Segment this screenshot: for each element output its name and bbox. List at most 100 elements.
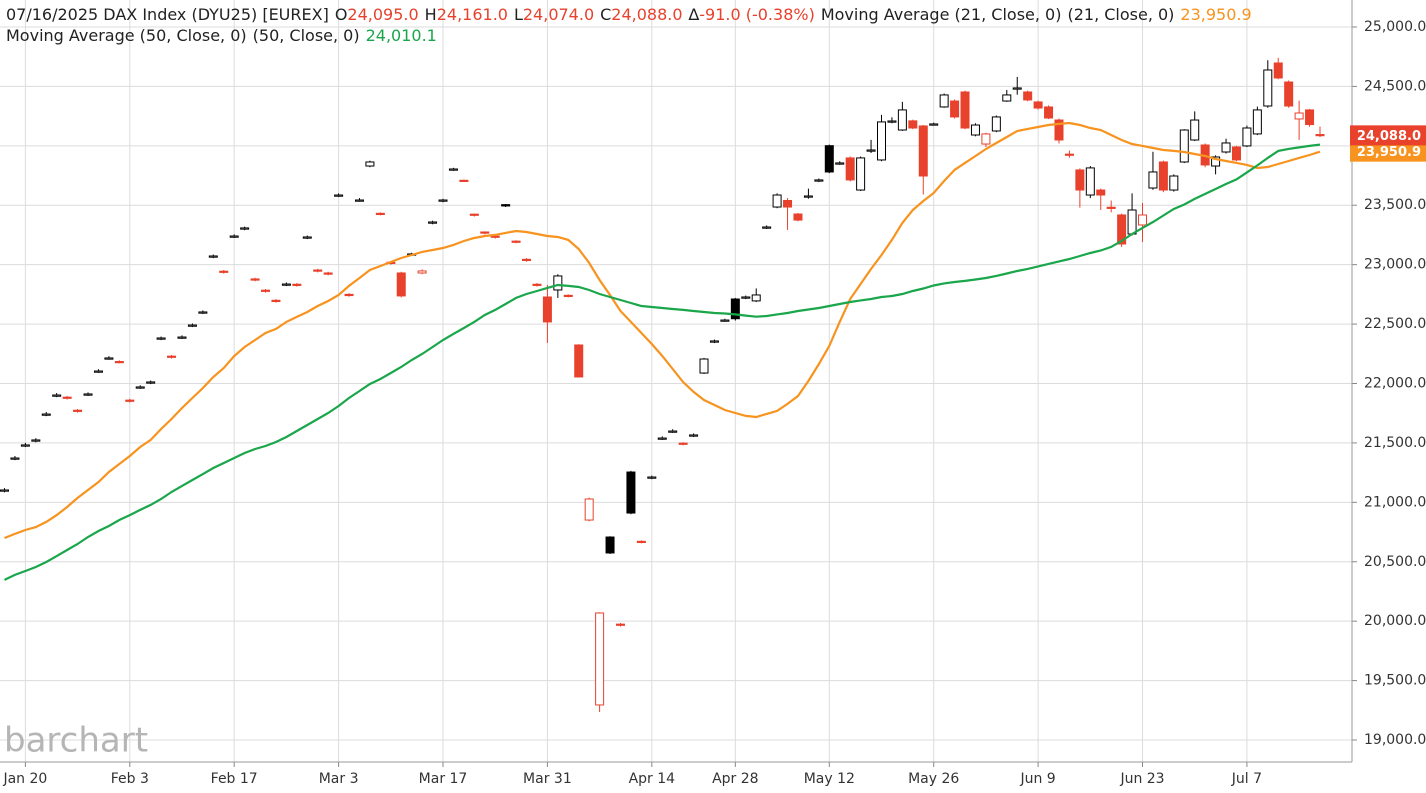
candle-body xyxy=(250,278,260,281)
candle-body xyxy=(626,471,636,514)
candle-body xyxy=(41,413,51,416)
candle-body xyxy=(845,157,855,181)
candle-body xyxy=(1294,112,1304,120)
candle-body xyxy=(741,296,751,299)
candle-body xyxy=(135,386,145,389)
candle-body xyxy=(73,409,83,412)
y-tick-label: 25,000.0 xyxy=(1364,19,1426,35)
candle-body xyxy=(960,91,970,129)
candle-body xyxy=(1075,169,1085,191)
candle-body xyxy=(939,94,949,108)
header-key: H xyxy=(425,5,437,24)
candle-body xyxy=(615,623,625,626)
x-tick-label: Mar 3 xyxy=(319,771,359,787)
candle-body xyxy=(1221,142,1231,153)
candle-body xyxy=(950,100,960,118)
y-tick-label: 23,500.0 xyxy=(1364,197,1426,213)
header-key: O xyxy=(335,5,348,24)
y-tick-label: 20,000.0 xyxy=(1364,613,1426,629)
y-tick-label: 19,000.0 xyxy=(1364,732,1426,748)
candle-body xyxy=(1138,214,1148,226)
candle-body xyxy=(428,221,438,224)
candle-body xyxy=(1284,81,1294,107)
candle-body xyxy=(918,125,928,177)
candle-body xyxy=(563,294,573,298)
candle-body xyxy=(887,120,897,123)
candle-body xyxy=(93,370,103,373)
header-value: 24,095.0 xyxy=(347,5,418,24)
candle-body xyxy=(908,120,918,129)
candle-body xyxy=(1002,94,1012,102)
x-tick-label: Jul 7 xyxy=(1231,771,1262,787)
candle-body xyxy=(709,340,719,343)
candle-body xyxy=(1169,175,1179,191)
y-tick-label: 24,500.0 xyxy=(1364,78,1426,94)
x-tick-label: Mar 31 xyxy=(523,771,572,787)
price-tag-label: 24,088.0 xyxy=(1357,129,1421,144)
candle-body xyxy=(302,236,312,239)
candle-body xyxy=(52,394,62,397)
candle-body xyxy=(751,294,761,302)
price-tag-label: 23,950.9 xyxy=(1357,145,1421,160)
header-value: 24,161.0 xyxy=(437,5,508,24)
candle-body xyxy=(396,272,406,297)
candle-body xyxy=(1127,209,1137,235)
candle-body xyxy=(219,270,229,273)
candle-body xyxy=(720,319,730,322)
candle-body xyxy=(1179,129,1189,163)
candle-body xyxy=(532,283,542,286)
legend-name: Moving Average (50, Close, 0) xyxy=(6,26,247,45)
y-tick-label: 19,500.0 xyxy=(1364,673,1426,689)
candle-body xyxy=(1242,127,1252,147)
y-tick-label: 23,000.0 xyxy=(1364,257,1426,273)
candle-body xyxy=(1096,189,1106,196)
candle-body xyxy=(689,434,699,437)
x-tick-label: Feb 17 xyxy=(211,771,258,787)
y-tick-label: 22,000.0 xyxy=(1364,375,1426,391)
legend-value: 24,010.1 xyxy=(366,26,437,45)
candle-body xyxy=(970,124,980,136)
x-tick-label: Jun 9 xyxy=(1019,771,1055,787)
candle-body xyxy=(1117,214,1127,245)
candle-body xyxy=(1252,109,1262,135)
candle-body xyxy=(156,337,166,340)
candle-body xyxy=(814,179,824,182)
x-tick-label: May 26 xyxy=(908,771,959,787)
header-key: L xyxy=(514,5,523,24)
candle-body xyxy=(1315,134,1325,137)
x-tick-label: Apr 28 xyxy=(712,771,758,787)
candle-body xyxy=(114,361,124,364)
candle-body xyxy=(636,540,646,544)
x-tick-label: Mar 17 xyxy=(419,771,468,787)
candle-body xyxy=(0,489,9,492)
candle-body xyxy=(1033,101,1043,109)
y-tick-label: 20,500.0 xyxy=(1364,554,1426,570)
candle-body xyxy=(20,444,30,447)
candle-body xyxy=(438,199,448,202)
candle-body xyxy=(1231,146,1241,161)
candle-body xyxy=(1106,206,1116,209)
candle-body xyxy=(417,270,427,274)
candle-body xyxy=(344,293,354,297)
candle-body xyxy=(313,269,323,272)
candle-body xyxy=(877,121,886,161)
candle-body xyxy=(699,358,709,374)
candle-body xyxy=(146,381,156,384)
candle-body xyxy=(292,283,302,286)
legend-params: (50, Close, 0) xyxy=(253,26,360,45)
price-tag xyxy=(1350,125,1426,146)
candle-body xyxy=(542,296,552,323)
candle-body xyxy=(1190,119,1200,141)
candle-body xyxy=(981,133,991,145)
candle-body xyxy=(271,299,281,303)
header-key: C xyxy=(600,5,611,24)
candle-body xyxy=(1044,106,1054,119)
candle-body xyxy=(469,213,479,216)
candle-body xyxy=(595,612,605,706)
candle-body xyxy=(1148,171,1158,189)
candle-body xyxy=(334,194,344,197)
candle-body xyxy=(448,168,458,171)
candle-body xyxy=(83,393,93,396)
